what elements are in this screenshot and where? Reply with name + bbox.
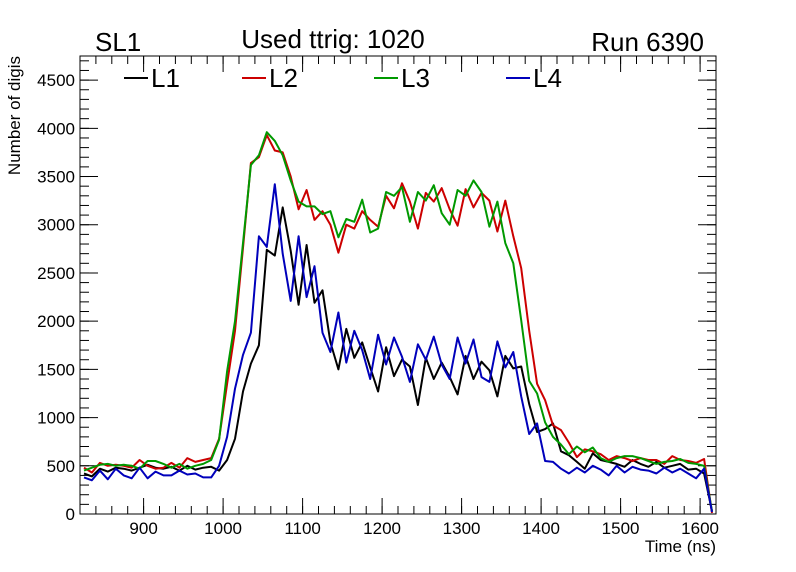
series-group bbox=[83, 131, 713, 514]
y-tick-label: 1500 bbox=[37, 360, 75, 379]
series-line-l4 bbox=[83, 183, 713, 513]
y-tick-label: 4500 bbox=[37, 71, 75, 90]
x-tick-label: 900 bbox=[129, 519, 157, 538]
y-tick-label: 4000 bbox=[37, 119, 75, 138]
y-tick-label: 2500 bbox=[37, 264, 75, 283]
legend-label-l3: L3 bbox=[401, 63, 430, 93]
header-left-label: SL1 bbox=[95, 27, 141, 57]
legend-label-l2: L2 bbox=[269, 63, 298, 93]
series-line-l2 bbox=[83, 134, 713, 514]
x-tick-label: 1400 bbox=[522, 519, 560, 538]
y-tick-label: 1000 bbox=[37, 409, 75, 428]
x-tick-label: 1200 bbox=[363, 519, 401, 538]
series-line-l3 bbox=[83, 131, 713, 512]
x-tick-label: 1100 bbox=[284, 519, 321, 538]
plot-frame bbox=[79, 55, 717, 515]
legend-label-l1: L1 bbox=[151, 63, 180, 93]
x-tick-label: 1000 bbox=[204, 519, 242, 538]
y-tick-label: 3500 bbox=[37, 168, 75, 187]
y-axis-label: Number of digis bbox=[5, 56, 24, 175]
x-tick-label: 1500 bbox=[602, 519, 640, 538]
y-tick-label: 3000 bbox=[37, 216, 75, 235]
y-tick-label: 500 bbox=[47, 457, 75, 476]
x-tick-label: 1600 bbox=[681, 519, 719, 538]
y-tick-label: 2000 bbox=[37, 312, 75, 331]
x-axis-label: Time (ns) bbox=[645, 537, 716, 556]
legend: L1 L2 L3 L4 bbox=[124, 63, 562, 93]
header-right-label: Run 6390 bbox=[591, 27, 704, 57]
x-tick-label: 1300 bbox=[443, 519, 481, 538]
legend-label-l4: L4 bbox=[533, 63, 562, 93]
header-center-label: Used ttrig: 1020 bbox=[241, 24, 425, 54]
axes: 900 1000 1100 1200 1300 1400 1500 1600 0 500 1000 1… bbox=[37, 56, 719, 538]
y-tick-label: 0 bbox=[66, 505, 75, 524]
